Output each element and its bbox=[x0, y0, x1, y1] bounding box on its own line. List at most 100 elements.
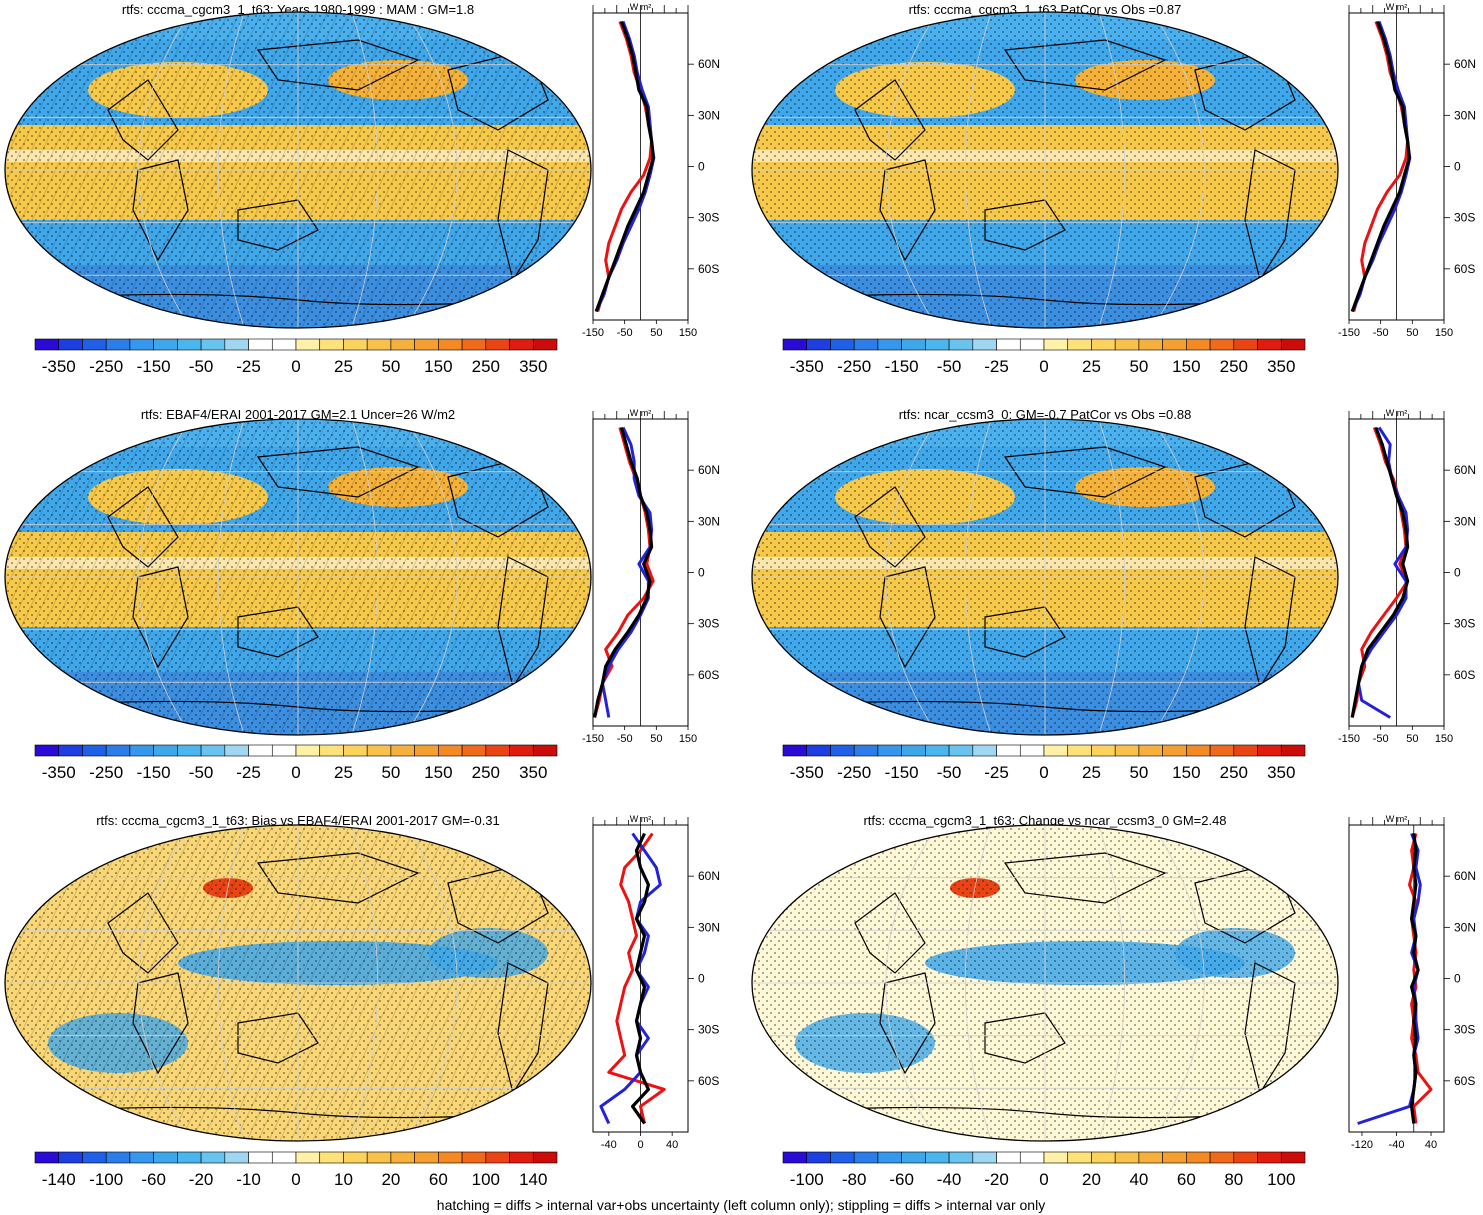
colorbar-label: -50 bbox=[189, 357, 214, 376]
colorbar-swatch bbox=[248, 744, 273, 757]
colorbar-swatch bbox=[248, 1151, 273, 1164]
colorbar-swatch bbox=[948, 338, 974, 351]
colorbar-swatch bbox=[877, 338, 902, 351]
map bbox=[751, 11, 1339, 329]
x-tick-label: -150 bbox=[1338, 327, 1360, 339]
panel-2: rtfs: EBAF4/ERAI 2001-2017 GM=2.1 Uncer=… bbox=[4, 407, 720, 782]
colorbar-swatch bbox=[1209, 744, 1235, 757]
colorbar-swatch bbox=[177, 338, 202, 351]
map-border bbox=[4, 418, 592, 736]
colorbar-label: -350 bbox=[42, 763, 76, 782]
colorbar-swatch bbox=[153, 744, 178, 757]
colorbar-label: 350 bbox=[519, 763, 547, 782]
colorbar-label: -250 bbox=[89, 763, 123, 782]
colorbar-swatch bbox=[366, 338, 392, 351]
colorbar-label: 150 bbox=[424, 763, 452, 782]
colorbar-label: 25 bbox=[334, 763, 353, 782]
colorbar-swatch bbox=[532, 744, 558, 757]
colorbar-swatch bbox=[972, 744, 997, 757]
colorbar-label: -20 bbox=[189, 1170, 214, 1189]
colorbar-swatch bbox=[1209, 1151, 1235, 1164]
coastline bbox=[497, 962, 549, 1095]
colorbar-swatch bbox=[1138, 338, 1163, 351]
colorbar-swatch bbox=[295, 744, 321, 757]
colorbar-swatch bbox=[271, 744, 297, 757]
colorbar-label: -80 bbox=[842, 1170, 867, 1189]
panel-1: rtfs: cccma_cgcm3_1_t63 PatCor vs Obs =0… bbox=[751, 2, 1476, 376]
colorbar: -350 -250 -150 -50 -25 0 25 50 150 250 350 bbox=[34, 744, 558, 782]
colorbar-swatch bbox=[925, 1151, 950, 1164]
lat-label: 0 bbox=[698, 160, 705, 174]
colorbar-label: 0 bbox=[1039, 763, 1048, 782]
colorbar-swatch bbox=[532, 1151, 558, 1164]
panel-title: rtfs: cccma_cgcm3_1_t63: Bias vs EBAF4/E… bbox=[96, 813, 500, 828]
x-tick-label: 50 bbox=[1406, 327, 1418, 339]
colorbar-label: 20 bbox=[1082, 1170, 1101, 1189]
lat-label: 30S bbox=[698, 1023, 719, 1037]
colorbar-swatch bbox=[509, 1151, 534, 1164]
lat-label: 60S bbox=[1454, 1074, 1475, 1088]
colorbar-swatch bbox=[319, 1151, 344, 1164]
colorbar: -350 -250 -150 -50 -25 0 25 50 150 250 350 bbox=[782, 744, 1306, 782]
profile-series bbox=[599, 832, 662, 1125]
colorbar-swatch bbox=[782, 338, 808, 351]
colorbar-label: 250 bbox=[472, 763, 500, 782]
x-tick-label: -150 bbox=[1338, 733, 1360, 745]
colorbar-swatch bbox=[153, 338, 178, 351]
colorbar-swatch bbox=[972, 1151, 997, 1164]
panel-title: rtfs: ncar_ccsm3_0: GM=-0.7 PatCor vs Ob… bbox=[899, 407, 1192, 422]
colorbar-label: 0 bbox=[1039, 1170, 1048, 1189]
colorbar-label: -150 bbox=[137, 357, 171, 376]
colorbar-swatch bbox=[1280, 1151, 1306, 1164]
colorbar-label: 60 bbox=[429, 1170, 448, 1189]
panel-title: rtfs: cccma_cgcm3_1_t63 PatCor vs Obs =0… bbox=[909, 2, 1182, 17]
profile-series bbox=[1409, 833, 1420, 1124]
graticule-line bbox=[965, 12, 992, 328]
graticule-line bbox=[218, 419, 245, 735]
map bbox=[751, 418, 1339, 736]
colorbar-swatch bbox=[343, 1151, 368, 1164]
lat-label: 0 bbox=[698, 972, 705, 986]
colorbar-swatch bbox=[1233, 338, 1258, 351]
colorbar-swatch bbox=[414, 744, 439, 757]
graticule-line bbox=[405, 825, 458, 1141]
unit-label: W m² bbox=[630, 408, 652, 418]
graticule-line bbox=[351, 12, 378, 328]
colorbar-swatch bbox=[1233, 1151, 1258, 1164]
colorbar-swatch bbox=[901, 744, 926, 757]
coastline bbox=[879, 566, 936, 669]
zonal-profile: W m² -40 0 40 60N 30N 0 30S 60S bbox=[592, 814, 720, 1151]
map-border bbox=[751, 11, 1339, 329]
profile-series bbox=[1350, 20, 1411, 313]
colorbar-swatch bbox=[200, 338, 226, 351]
colorbar-swatch bbox=[319, 338, 344, 351]
panel-title: rtfs: EBAF4/ERAI 2001-2017 GM=2.1 Uncer=… bbox=[141, 407, 455, 422]
graticule-line bbox=[1098, 12, 1125, 328]
colorbar-swatch bbox=[34, 338, 60, 351]
colorbar-swatch bbox=[1043, 1151, 1069, 1164]
colorbar-swatch bbox=[295, 338, 321, 351]
lat-label: 30N bbox=[698, 514, 720, 528]
colorbar-swatch bbox=[509, 744, 534, 757]
colorbar-swatch bbox=[271, 338, 297, 351]
colorbar-label: 50 bbox=[381, 763, 400, 782]
colorbar-swatch bbox=[1043, 338, 1069, 351]
colorbar-swatch bbox=[948, 1151, 974, 1164]
colorbar-label: -140 bbox=[42, 1170, 76, 1189]
colorbar-label: -25 bbox=[236, 357, 261, 376]
colorbar-swatch bbox=[390, 1151, 415, 1164]
colorbar-swatch bbox=[485, 338, 510, 351]
lat-label: 0 bbox=[698, 566, 705, 580]
colorbar-swatch bbox=[129, 1151, 154, 1164]
graticule-line bbox=[965, 825, 992, 1141]
unit-label: W m² bbox=[1386, 2, 1408, 12]
lat-label: 0 bbox=[1454, 160, 1461, 174]
x-tick-label: -50 bbox=[617, 327, 633, 339]
colorbar-swatch bbox=[806, 744, 831, 757]
graticule-line bbox=[405, 12, 458, 328]
map bbox=[4, 11, 592, 329]
colorbar: -140 -100 -60 -20 -10 0 10 20 60 100 140 bbox=[34, 1151, 558, 1189]
colorbar-label: 20 bbox=[381, 1170, 400, 1189]
coastline bbox=[1244, 149, 1296, 282]
colorbar-swatch bbox=[1280, 744, 1306, 757]
